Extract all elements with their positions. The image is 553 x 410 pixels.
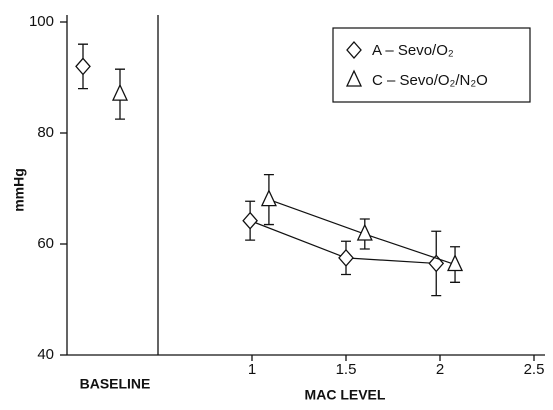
triangle-marker — [260, 189, 277, 207]
y-tick-label: 60 — [37, 235, 54, 252]
legend-marker — [345, 69, 363, 87]
x-tick-label: 2.5 — [524, 361, 545, 378]
x-tick-label: 1 — [248, 361, 256, 378]
legend-label: A – Sevo/O₂ — [372, 42, 454, 59]
y-axis-label: mmHg — [11, 168, 27, 212]
triangle-marker — [111, 83, 129, 101]
diamond-marker — [338, 248, 354, 267]
diamond-marker — [428, 254, 445, 273]
baseline-label: BASELINE — [80, 376, 151, 392]
diamond-marker — [242, 211, 258, 230]
x-tick-label: 2 — [436, 361, 444, 378]
triangle-marker — [356, 223, 373, 241]
legend-box — [332, 27, 531, 103]
y-tick-label: 100 — [29, 13, 54, 30]
triangle-marker — [447, 253, 464, 272]
y-tick-label: 80 — [37, 124, 54, 141]
diamond-marker — [75, 57, 91, 76]
x-axis-label: MAC LEVEL — [305, 387, 386, 403]
legend-marker — [346, 41, 362, 59]
legend-label: C – Sevo/O₂/N₂O — [372, 72, 488, 89]
y-tick-label: 40 — [37, 346, 54, 363]
x-tick-label: 1.5 — [336, 361, 357, 378]
